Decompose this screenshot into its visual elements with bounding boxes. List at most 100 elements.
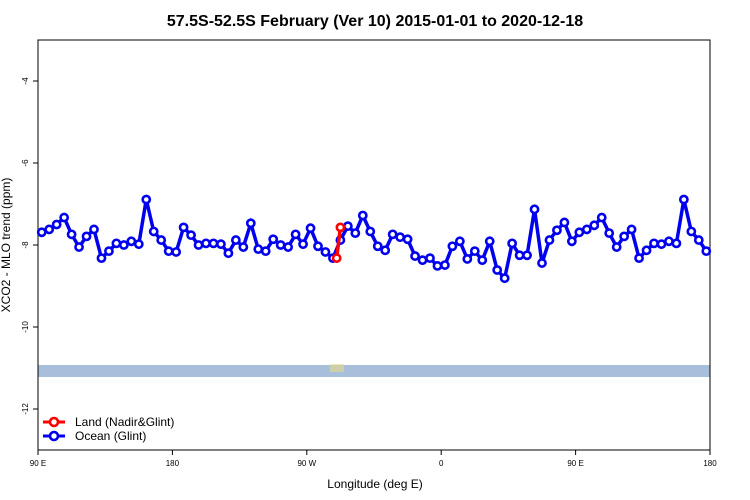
data-point <box>357 210 368 221</box>
data-point <box>693 235 704 245</box>
data-point <box>163 246 174 257</box>
data-point <box>350 228 361 239</box>
data-point <box>440 260 450 270</box>
legend-label: Ocean (Glint) <box>75 429 146 443</box>
data-point <box>634 253 644 264</box>
data-point <box>544 235 555 245</box>
data-point <box>477 255 488 266</box>
data-point <box>566 236 577 247</box>
data-point <box>678 194 689 205</box>
data-point <box>686 226 697 237</box>
data-point <box>342 221 353 232</box>
data-point <box>126 236 137 247</box>
data-point <box>649 238 659 249</box>
y-tick-label: -12 <box>21 403 30 415</box>
data-point <box>230 235 241 245</box>
data-point <box>492 265 503 275</box>
data-point <box>133 239 144 250</box>
data-point <box>238 242 249 252</box>
data-point <box>365 226 376 237</box>
data-point <box>522 250 532 261</box>
data-point <box>462 254 473 264</box>
data-point <box>402 234 413 245</box>
data-point <box>208 238 219 249</box>
data-point <box>626 224 637 235</box>
data-point <box>216 239 226 250</box>
data-point <box>447 241 458 252</box>
data-point <box>484 236 495 247</box>
data-point <box>574 227 585 238</box>
y-tick-label: -10 <box>21 321 30 333</box>
data-point <box>305 223 316 234</box>
data-point <box>552 225 562 236</box>
data-point <box>425 253 435 264</box>
data-point <box>664 236 674 247</box>
data-point <box>66 229 77 240</box>
series-line <box>41 199 708 282</box>
x-tick-label: 180 <box>703 459 717 468</box>
legend-label: Land (Nadir&Glint) <box>75 415 174 429</box>
data-point <box>537 258 547 268</box>
x-tick-label: 90 E <box>567 459 583 468</box>
data-point <box>529 204 540 215</box>
series-line <box>334 227 343 259</box>
data-point <box>313 241 323 252</box>
data-point <box>171 247 182 257</box>
data-point <box>186 230 196 241</box>
data-point <box>290 229 301 240</box>
data-point <box>201 238 211 249</box>
y-axis-label: XCO2 - MLO trend (ppm) <box>0 178 13 313</box>
chart-title: 57.5S-52.5S February (Ver 10) 2015-01-01… <box>167 13 583 30</box>
x-tick-label: 0 <box>439 459 444 468</box>
data-point <box>141 194 152 205</box>
data-point <box>245 218 256 229</box>
data-point <box>96 253 107 264</box>
data-point <box>611 242 622 252</box>
data-point <box>589 220 600 231</box>
data-point <box>81 231 92 242</box>
data-point <box>671 238 682 249</box>
data-point <box>581 224 592 235</box>
data-point <box>387 229 398 240</box>
data-point <box>74 242 84 252</box>
data-point <box>335 222 346 233</box>
legend-swatch-marker <box>48 430 60 442</box>
data-point <box>111 238 122 249</box>
data-point <box>604 228 615 239</box>
data-point <box>469 246 480 257</box>
data-point <box>499 273 510 284</box>
data-point <box>656 239 667 250</box>
data-point <box>44 224 55 235</box>
data-point <box>104 246 114 257</box>
data-point <box>641 245 652 256</box>
data-point <box>507 238 518 249</box>
data-point <box>156 235 167 245</box>
data-point <box>275 240 286 250</box>
data-point <box>596 212 607 223</box>
data-point <box>223 248 234 259</box>
data-point <box>320 247 331 257</box>
data-point <box>118 240 129 250</box>
data-point <box>432 261 443 271</box>
data-point <box>331 253 342 264</box>
map-strip <box>38 365 710 377</box>
data-point <box>260 246 271 257</box>
data-point <box>514 250 525 261</box>
y-tick-label: -6 <box>21 159 30 167</box>
data-point <box>268 234 279 245</box>
data-point <box>51 219 62 230</box>
data-point <box>559 217 570 228</box>
y-tick-label: -8 <box>21 241 30 249</box>
y-tick-label: -4 <box>21 77 30 85</box>
data-point <box>59 212 70 223</box>
x-tick-label: 90 W <box>297 459 316 468</box>
data-point <box>283 242 294 252</box>
data-point <box>380 245 391 256</box>
data-point <box>193 240 204 250</box>
data-point <box>410 251 420 261</box>
x-axis-label: Longitude (deg E) <box>327 477 422 491</box>
data-point <box>89 224 99 235</box>
data-point <box>417 255 428 266</box>
data-point <box>298 239 308 250</box>
